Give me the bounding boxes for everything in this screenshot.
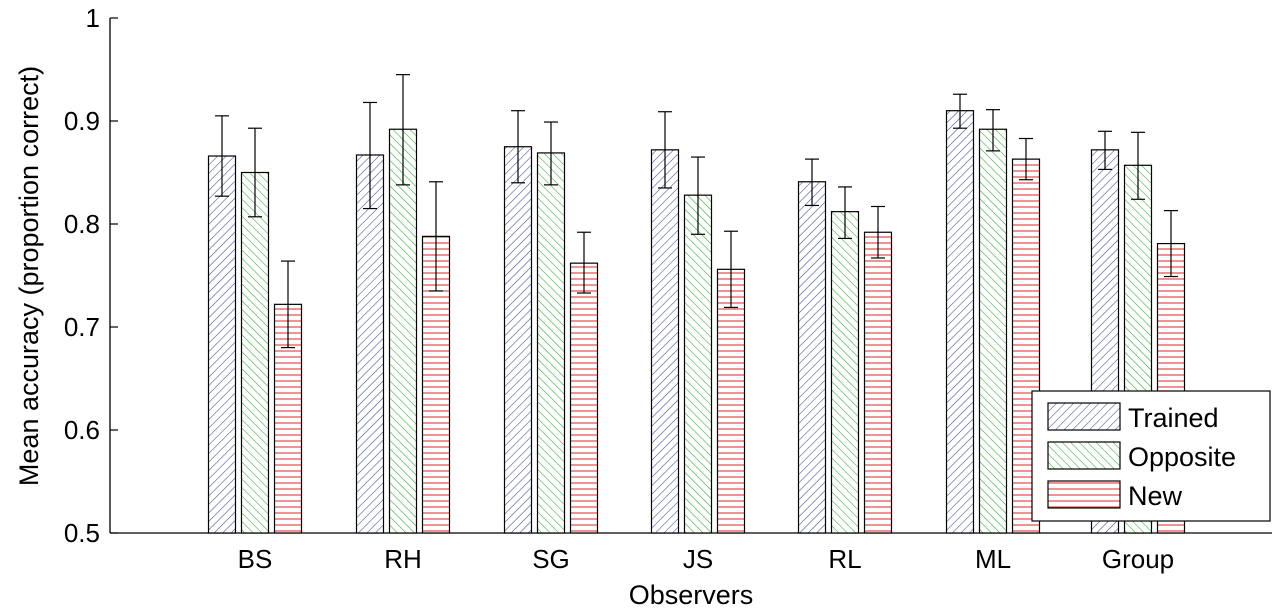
error-bar-trained-ml xyxy=(953,93,967,129)
error-bar-opposite-bs xyxy=(248,127,262,218)
bar-opposite-ml xyxy=(978,128,1008,534)
x-tick-label: Group xyxy=(1102,544,1174,574)
error-bar-trained-rl xyxy=(805,158,819,207)
bar-opposite-js xyxy=(683,194,713,534)
y-tick-label: 0.9 xyxy=(64,106,100,136)
bar-new-sg xyxy=(569,262,599,534)
x-ticks: BS RH SG JS RL ML Group xyxy=(238,525,1174,574)
error-bar-opposite-rh xyxy=(396,74,410,186)
bar-trained-rl xyxy=(797,181,827,534)
bar-new-rl xyxy=(863,231,893,534)
legend-label-opposite: Opposite xyxy=(1128,442,1236,472)
error-bar-new-sg xyxy=(577,231,591,294)
bar-trained-sg xyxy=(503,146,533,534)
x-tick-label: SG xyxy=(532,544,570,574)
error-bar-new-js xyxy=(724,230,738,309)
x-tick-label: RH xyxy=(384,544,422,574)
error-bar-trained-js xyxy=(658,111,672,189)
bar-opposite-rh xyxy=(388,128,418,534)
bar-trained-rh xyxy=(355,154,385,534)
error-bar-opposite-group xyxy=(1131,131,1145,200)
error-bar-new-ml xyxy=(1019,137,1033,181)
x-tick-label: JS xyxy=(683,544,713,574)
bar-trained-ml xyxy=(945,110,975,534)
error-bar-new-group xyxy=(1164,210,1178,278)
error-bar-new-bs xyxy=(281,260,295,349)
error-bar-trained-bs xyxy=(215,115,229,197)
bar-opposite-bs xyxy=(240,171,270,534)
legend-label-new: New xyxy=(1128,481,1183,511)
error-bar-opposite-rl xyxy=(838,186,852,240)
legend: Trained Opposite New xyxy=(1031,390,1271,522)
legend-swatch-trained xyxy=(1047,402,1121,431)
bar-trained-js xyxy=(650,149,680,534)
x-axis-label: Observers xyxy=(629,580,754,610)
x-tick-label: ML xyxy=(975,544,1011,574)
legend-swatch-new xyxy=(1047,480,1121,509)
error-bar-trained-rh xyxy=(363,101,377,210)
error-bar-new-rl xyxy=(871,205,885,259)
bar-opposite-sg xyxy=(536,152,566,534)
error-bar-opposite-js xyxy=(691,156,705,235)
error-bar-trained-group xyxy=(1098,130,1112,171)
y-ticks: 0.5 0.6 0.7 0.8 0.9 1 xyxy=(64,3,118,548)
error-bars xyxy=(215,74,1178,349)
y-tick-label: 0.8 xyxy=(64,209,100,239)
bar-new-js xyxy=(716,268,746,534)
bar-opposite-rl xyxy=(830,211,860,534)
error-bar-trained-sg xyxy=(511,110,525,184)
y-tick-label: 0.5 xyxy=(64,518,100,548)
bar-trained-bs xyxy=(207,155,237,534)
legend-label-trained: Trained xyxy=(1128,403,1219,433)
error-bar-opposite-sg xyxy=(544,121,558,186)
x-tick-label: BS xyxy=(238,544,273,574)
y-tick-label: 0.7 xyxy=(64,312,100,342)
error-bar-new-rh xyxy=(429,181,443,292)
y-axis-label: Mean accuracy (proportion correct) xyxy=(14,66,44,486)
y-tick-label: 0.6 xyxy=(64,415,100,445)
x-tick-label: RL xyxy=(828,544,861,574)
legend-swatch-opposite xyxy=(1047,441,1121,470)
y-tick-label: 1 xyxy=(86,3,100,33)
error-bar-opposite-ml xyxy=(986,109,1000,152)
